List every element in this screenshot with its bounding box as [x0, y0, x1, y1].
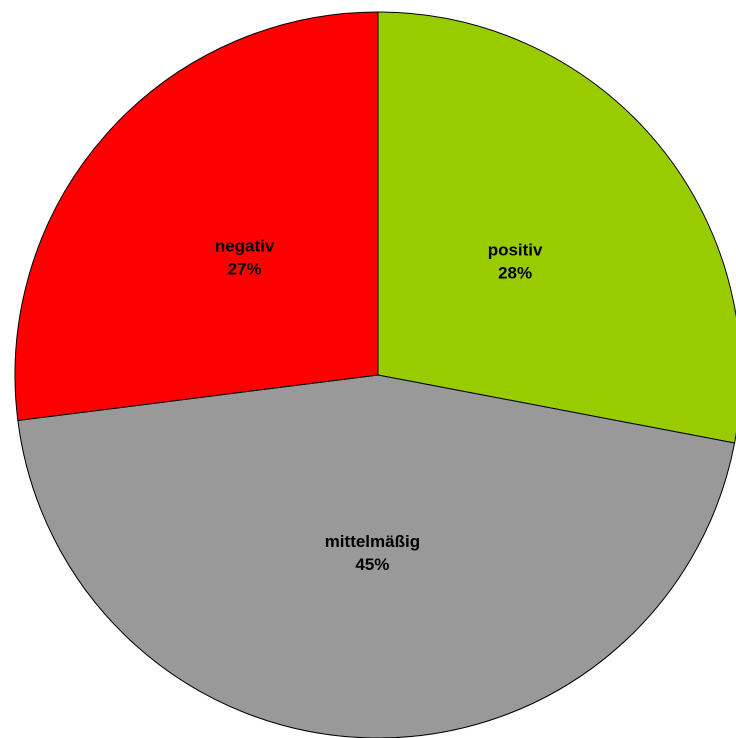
slice-category-label: positiv — [488, 241, 543, 260]
slice-category-label: mittelmäßig — [325, 532, 420, 551]
slice-percent-label: 45% — [355, 555, 389, 574]
slice-percent-label: 28% — [498, 264, 532, 283]
slices-layer — [14, 11, 736, 738]
labels-layer: positiv 28% mittelmäßig 45% negativ 27% — [215, 236, 543, 573]
pie-slice-negativ — [14, 11, 379, 422]
slice-percent-label: 27% — [228, 259, 262, 278]
pie-slice-positiv — [377, 11, 736, 444]
slice-category-label: negativ — [215, 236, 275, 255]
